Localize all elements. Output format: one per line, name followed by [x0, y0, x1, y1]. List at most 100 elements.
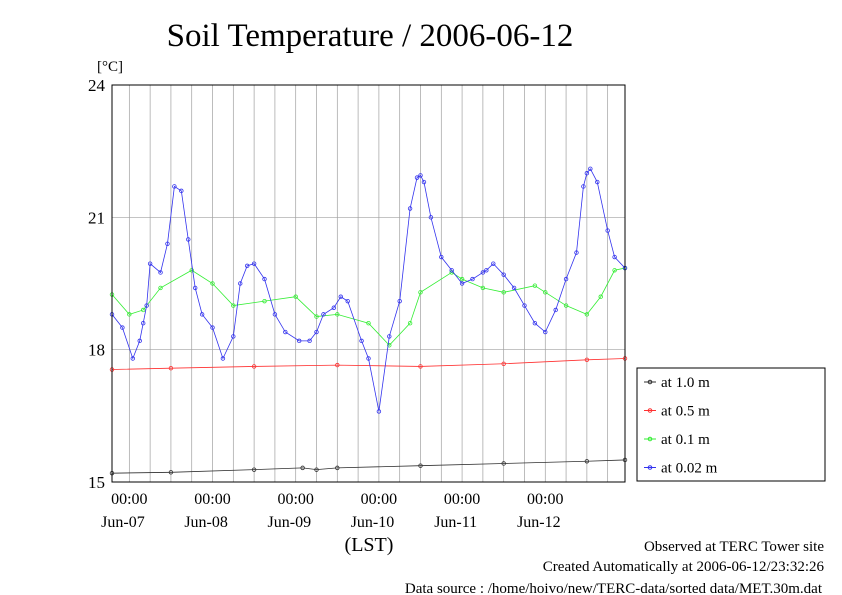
data-point — [283, 329, 288, 335]
data-point — [480, 270, 486, 275]
data-point — [522, 303, 527, 308]
x-tick-label: 00:00 — [361, 491, 397, 508]
data-point — [168, 365, 174, 371]
data-point — [511, 285, 517, 291]
data-point — [588, 166, 593, 172]
data-point — [612, 268, 617, 273]
data-point — [210, 325, 215, 330]
y-tick-label: 21 — [88, 208, 105, 227]
data-point — [366, 356, 371, 361]
y-tick-label: 18 — [88, 341, 105, 360]
data-point — [179, 188, 184, 194]
data-point — [140, 307, 146, 313]
data-point — [244, 263, 250, 269]
data-point — [335, 362, 340, 368]
data-point — [314, 314, 319, 319]
legend-marker — [647, 408, 653, 413]
data-point — [491, 261, 496, 266]
legend-marker — [647, 436, 653, 442]
data-point — [335, 465, 340, 471]
series-line — [111, 267, 626, 346]
legend-label: at 0.5 m — [661, 404, 710, 420]
data-point — [584, 312, 590, 317]
data-point — [612, 254, 617, 260]
data-point — [418, 463, 423, 468]
series-at-1-0-m — [109, 457, 628, 476]
data-point — [366, 321, 371, 326]
data-point — [480, 285, 486, 291]
data-point — [407, 206, 413, 211]
data-point — [387, 343, 392, 348]
data-point — [470, 276, 475, 282]
data-point — [484, 268, 489, 273]
data-point — [584, 357, 590, 363]
legend-marker — [647, 465, 653, 470]
data-point — [605, 228, 610, 233]
x-date-label: Jun-12 — [517, 514, 561, 531]
footer-data-source: Data source : /home/hoivo/new/TERC-data/… — [405, 581, 823, 595]
data-point — [251, 261, 257, 266]
data-point — [428, 215, 434, 220]
data-point — [251, 467, 257, 472]
data-point — [165, 241, 170, 246]
data-point — [563, 303, 569, 308]
plot-frame — [111, 84, 626, 483]
data-point — [140, 321, 146, 326]
data-point — [314, 329, 319, 335]
data-point — [137, 338, 142, 344]
data-point — [120, 325, 125, 330]
data-point — [147, 261, 153, 266]
y-axis-ticks: 15 18 21 24 — [88, 76, 106, 492]
data-point — [307, 338, 312, 344]
legend-label: at 1.0 m — [661, 375, 710, 391]
data-point — [168, 470, 174, 475]
data-point — [231, 334, 236, 339]
x-date-label: Jun-07 — [101, 514, 145, 531]
data-point — [418, 173, 423, 178]
data-point — [387, 334, 392, 339]
data-point — [321, 312, 326, 317]
legend-label: at 0.02 m — [661, 461, 718, 477]
chart-title: Soil Temperature / 2006-06-12 — [167, 18, 574, 54]
x-tick-label: 00:00 — [444, 491, 480, 508]
x-date-label: Jun-09 — [268, 514, 312, 531]
data-point — [158, 285, 163, 291]
series-line — [111, 358, 626, 370]
x-axis-ticks: 00:00 Jun-07 00:00 Jun-08 00:00 Jun-09 00:00 Ju… — [101, 491, 563, 531]
data-point — [300, 465, 305, 471]
data-point — [199, 312, 205, 317]
data-point — [189, 268, 194, 273]
data-point — [584, 459, 590, 464]
series-at-0-1-m — [109, 265, 628, 348]
data-point — [459, 281, 465, 286]
y-axis-unit: [°C] — [97, 59, 123, 75]
data-point — [421, 179, 427, 185]
y-tick-label: 15 — [88, 473, 105, 492]
x-axis-label: (LST) — [345, 534, 394, 556]
data-point — [172, 184, 177, 189]
data-point — [262, 298, 267, 304]
x-date-label: Jun-08 — [184, 514, 228, 531]
data-point — [449, 268, 454, 273]
data-point — [581, 184, 586, 189]
data-point — [158, 270, 163, 275]
data-point — [418, 290, 423, 295]
series-layer — [109, 166, 628, 476]
data-point — [501, 290, 506, 295]
legend: at 1.0 m at 0.5 m at 0.1 m at 0.02 m — [636, 367, 826, 482]
data-point — [335, 312, 340, 317]
data-point — [186, 237, 191, 242]
x-tick-label: 00:00 — [277, 491, 313, 508]
data-point — [338, 294, 343, 299]
data-point — [553, 307, 558, 313]
x-tick-label: 00:00 — [111, 491, 147, 508]
data-point — [296, 338, 302, 344]
series-at-0-02-m — [109, 166, 628, 414]
data-point — [130, 356, 135, 361]
x-tick-label: 00:00 — [194, 491, 230, 508]
x-date-label: Jun-11 — [434, 514, 477, 531]
data-point — [584, 171, 590, 176]
data-point — [262, 276, 267, 282]
data-point — [251, 364, 257, 369]
